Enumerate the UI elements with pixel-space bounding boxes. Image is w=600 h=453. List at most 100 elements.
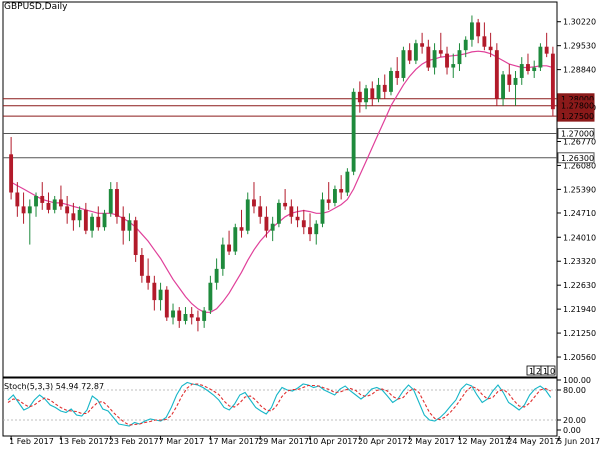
candle-body [52,199,57,210]
candle-body [34,195,38,207]
candle-body [202,310,207,321]
x-tick-label: 29 Mar 2017 [258,437,309,446]
candle-body [264,216,269,231]
candle-body [544,46,549,54]
candle-body [59,199,63,207]
candle-body [133,220,138,255]
candle-body [283,202,288,207]
y-tick-label: 1.23320 [563,257,596,266]
scale-button-label: 1 [529,367,534,376]
candle-body [432,50,437,68]
level-tag-label: 1.27500 [561,112,594,121]
candle-body [276,202,281,224]
candle-body [445,53,449,68]
candle-body [233,227,238,252]
y-tick-label: 1.20560 [563,353,596,362]
candle-body [239,227,244,231]
stochastic-signal-line [7,383,551,426]
y-tick-label: 1.30220 [563,18,596,27]
y-tick-label: 1.24710 [563,209,596,218]
y-tick-label: 1.26080 [563,161,596,170]
stochastic-y-tick-label: 100.00 [563,376,591,385]
candle-body [158,289,163,301]
stochastic-y-tick-label: 20.00 [563,416,586,425]
candle-body [139,254,144,276]
y-tick-label: 1.24010 [563,233,596,242]
x-tick-label: 12 May 2017 [457,437,509,446]
stochastic-y-tick-label: 80.00 [563,386,586,395]
x-tick-label: 24 May 2017 [507,437,559,446]
candle-body [245,199,250,231]
candle-body [370,88,375,99]
candle-body [526,64,530,72]
candle-body [351,91,356,172]
candle-body [413,43,418,61]
candle-body [171,310,175,318]
candle-body [532,67,537,72]
candle-body [395,71,400,78]
stochastic-pane-frame [2,377,558,437]
level-tag-label: 1.26300 [561,154,594,163]
candle-body [407,50,412,61]
scale-button-label: 0 [550,367,555,376]
candle-body [270,223,275,231]
level-tag [557,110,595,122]
x-tick-label: 23 Feb 2017 [109,437,159,446]
candle-body [295,216,300,221]
candle-body [463,39,468,51]
candle-body [488,46,493,51]
candle-body [519,64,524,78]
candle-body [457,50,462,65]
stochastic-y-tick-label: 0.00 [563,426,581,435]
main-pane-frame [2,1,558,378]
scale-button-label: 2 [536,367,541,376]
x-tick-label: 7 Mar 2017 [159,437,205,446]
candle-body [326,199,331,203]
candle-body [102,213,107,228]
candle-body [40,195,45,203]
candle-body [320,199,325,224]
candle-body [83,209,88,231]
x-tick-label: 17 Mar 2017 [208,437,259,446]
candle-body [71,213,76,221]
candle-body [65,206,70,214]
candle-body [308,227,312,235]
candle-body [438,50,443,54]
level-tag [557,127,595,139]
level-tag-label: 1.28000 [561,95,594,104]
moving-average-line [10,50,554,313]
candle-body [339,189,344,193]
scale-button-label: 1 [543,367,548,376]
y-tick-label: 1.21250 [563,329,596,338]
stochastic-title: Stoch(5,3,3) 54.94 72.87 [4,382,105,391]
candle-body [538,46,543,68]
candle-body [152,282,157,301]
candle-body [494,50,499,99]
candle-body [301,220,306,228]
x-tick-label: 2 May 2017 [408,437,455,446]
candle-body [476,22,481,37]
x-tick-label: 5 Jun 2017 [557,437,600,446]
candle-body [227,244,231,252]
candle-body [196,317,200,321]
candle-body [426,46,431,68]
candle-body [146,275,151,283]
candle-body [482,36,487,47]
x-tick-label: 13 Feb 2017 [59,437,109,446]
candle-body [220,244,225,269]
candle-body [214,268,219,283]
candle-body [401,50,406,78]
scale-button [547,365,556,376]
candle-body [90,216,94,231]
candle-body [127,220,132,231]
x-tick-label: 20 Apr 2017 [358,437,407,446]
candle-body [121,216,126,231]
candle-body [46,202,51,210]
candle-body [189,313,194,318]
candle-body [376,84,381,99]
candle-body [27,206,32,214]
candle-body [470,22,474,40]
candle-body [115,189,119,217]
